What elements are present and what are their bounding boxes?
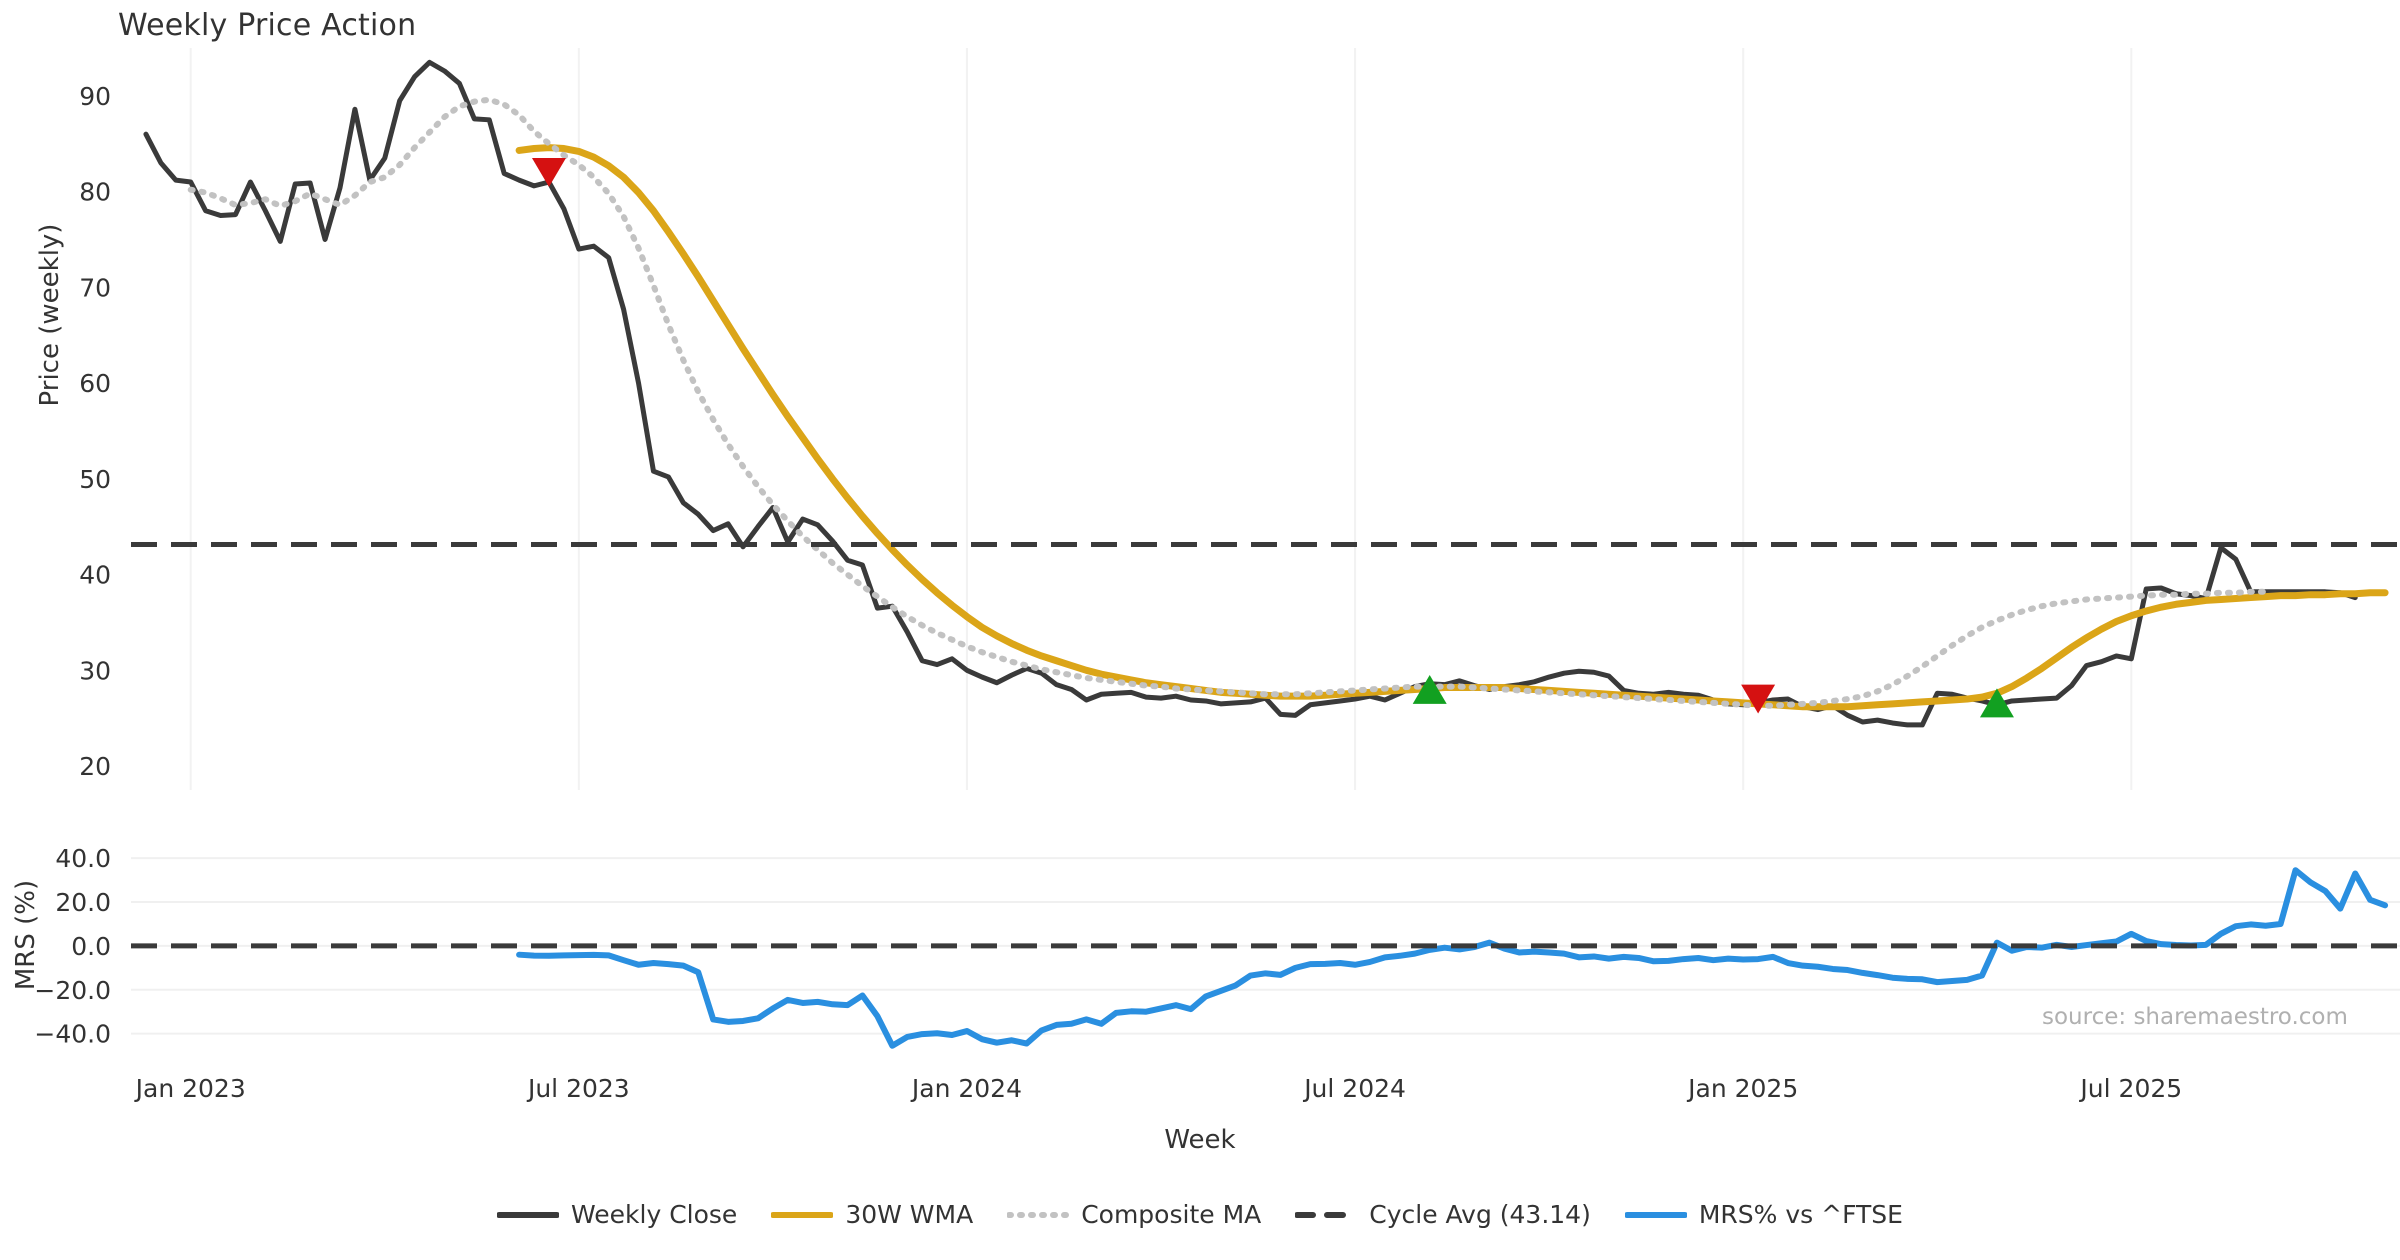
x-tick-label-4: Jan 2025 xyxy=(1686,1074,1798,1103)
price-tick-label-0: 20 xyxy=(79,752,111,781)
mrs-tick-label-4: 40.0 xyxy=(55,844,111,873)
legend-item-30w-wma[interactable]: 30W WMA xyxy=(771,1200,973,1229)
buy-signal-marker-3[interactable] xyxy=(1979,688,2014,718)
legend-item-composite-ma[interactable]: Composite MA xyxy=(1007,1200,1261,1229)
legend-label: MRS% vs ^FTSE xyxy=(1698,1200,1903,1229)
sell-signal-marker-0[interactable] xyxy=(531,158,566,187)
buy-signal-marker-1[interactable] xyxy=(1412,675,1447,704)
x-tick-label-3: Jul 2024 xyxy=(1302,1074,1406,1103)
mrs-tick-label-3: 20.0 xyxy=(55,888,111,917)
x-tick-label-1: Jul 2023 xyxy=(526,1074,630,1103)
x-tick-label-5: Jul 2025 xyxy=(2078,1074,2182,1103)
legend-item-weekly-close[interactable]: Weekly Close xyxy=(497,1200,737,1229)
line-swatch-blue xyxy=(1624,1211,1687,1218)
line-swatch-dark xyxy=(497,1211,560,1218)
x-tick-label-0: Jan 2023 xyxy=(134,1074,246,1103)
page-title: Weekly Price Action xyxy=(118,8,417,43)
legend-label: 30W WMA xyxy=(845,1200,974,1229)
line-swatch-gold xyxy=(771,1211,834,1218)
series-composite-ma xyxy=(187,96,2269,709)
price-tick-label-6: 80 xyxy=(79,178,111,207)
legend-label: Cycle Avg (43.14) xyxy=(1369,1200,1591,1229)
legend-item-mrs-vs-ftse[interactable]: MRS% vs ^FTSE xyxy=(1624,1200,1903,1229)
price-tick-label-5: 70 xyxy=(79,273,111,302)
series-30w-wma xyxy=(515,144,2389,711)
legend-label: Composite MA xyxy=(1081,1200,1262,1229)
line-swatch-dotted xyxy=(1007,1211,1070,1218)
chart-legend: Weekly Close 30W WMA Composite MA Cycle Avg… xyxy=(0,1200,2400,1229)
legend-label: Weekly Close xyxy=(571,1200,738,1229)
legend-item-cycle-avg-43-14[interactable]: Cycle Avg (43.14) xyxy=(1295,1200,1591,1229)
price-tick-label-2: 40 xyxy=(79,561,111,590)
x-tick-label-2: Jan 2024 xyxy=(910,1074,1022,1103)
x-axis-label: Week xyxy=(1164,1125,1236,1155)
line-swatch-dashed xyxy=(1295,1211,1358,1218)
price-tick-label-4: 60 xyxy=(79,369,111,398)
price-tick-label-1: 30 xyxy=(79,656,111,685)
series-weekly-close xyxy=(143,59,2358,728)
mrs-tick-label-1: −20.0 xyxy=(34,976,111,1005)
price-tick-label-7: 90 xyxy=(79,82,111,111)
price-tick-label-3: 50 xyxy=(79,465,111,494)
source-watermark: source: sharemaestro.com xyxy=(2042,1004,2348,1030)
sell-signal-marker-2[interactable] xyxy=(1741,684,1776,714)
mrs-tick-label-0: −40.0 xyxy=(34,1020,111,1049)
mrs-tick-label-2: 0.0 xyxy=(71,932,111,961)
